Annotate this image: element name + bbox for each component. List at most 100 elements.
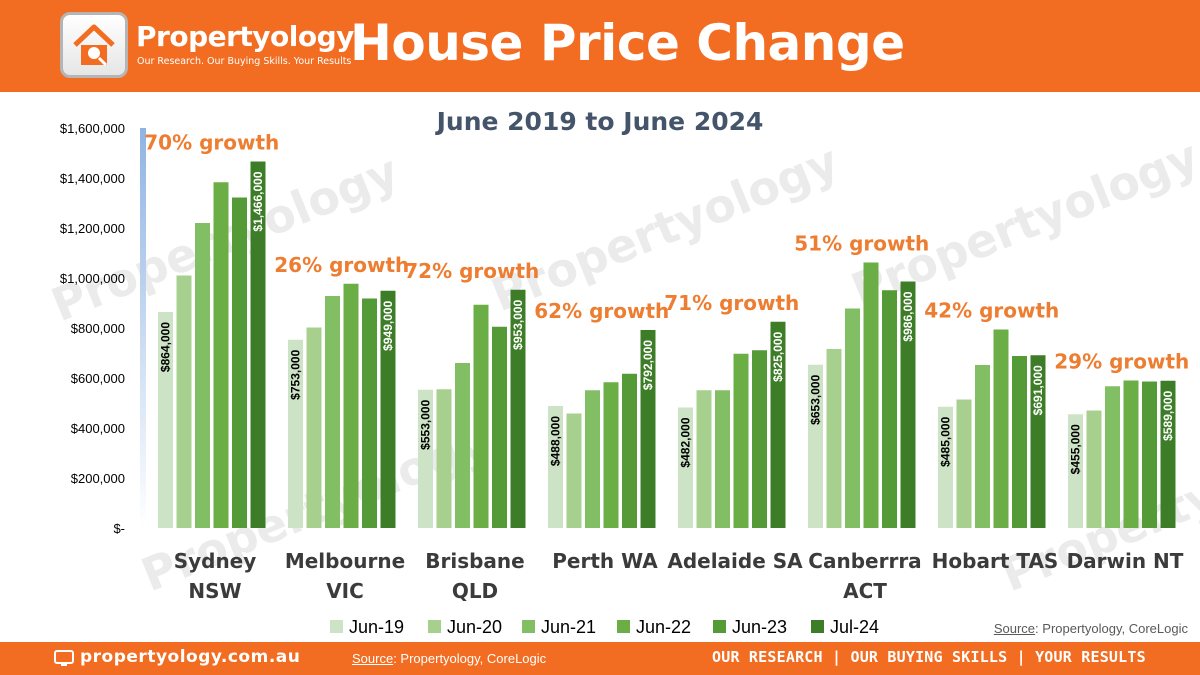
footer-banner: propertyology.com.au Source: Propertyolo…	[0, 642, 1200, 675]
legend-swatch	[522, 620, 535, 633]
legend-label: Jun-20	[447, 617, 502, 637]
value-label-last: $949,000	[381, 300, 395, 350]
bar	[678, 407, 693, 528]
legend-label: Jun-22	[636, 617, 691, 637]
bar-series	[158, 161, 1176, 528]
growth-label: 42% growth	[924, 299, 1059, 323]
bar	[845, 308, 860, 528]
y-tick-label: $200,000	[71, 471, 125, 486]
bar	[436, 389, 452, 528]
footer-source-label: Source	[352, 651, 394, 666]
category-label: NSW	[188, 579, 241, 603]
bar	[176, 275, 192, 528]
category-label: Perth WA	[552, 549, 658, 573]
bar	[195, 223, 210, 528]
legend-swatch	[713, 620, 726, 633]
footer-motto: OUR RESEARCH | OUR BUYING SKILLS | YOUR …	[712, 648, 1146, 666]
x-axis: Sydney NSW Melbourne VIC Brisbane QLD Perth WA…	[174, 549, 1184, 603]
value-label-first: $864,000	[159, 322, 173, 372]
bar	[510, 289, 526, 528]
bar	[863, 262, 879, 528]
growth-label: 51% growth	[794, 232, 929, 256]
bar	[993, 329, 1009, 528]
footer-source: Source: Propertyology, CoreLogic	[352, 651, 546, 666]
value-label-first: $653,000	[809, 374, 823, 424]
y-tick-label: $1,600,000	[60, 121, 125, 136]
bar	[715, 390, 730, 528]
category-label: Adelaide SA	[667, 549, 803, 573]
bar	[770, 321, 786, 528]
y-axis-gradient	[140, 128, 146, 528]
bar	[585, 390, 600, 528]
bar	[325, 296, 340, 528]
bar	[808, 364, 823, 528]
growth-label: 71% growth	[664, 291, 799, 315]
value-label-first: $455,000	[1069, 424, 1083, 474]
page-title: House Price Change	[350, 14, 905, 72]
source-note: Source: Propertyology, CoreLogic	[994, 621, 1188, 636]
bar	[362, 298, 377, 528]
category-label: VIC	[326, 579, 364, 603]
y-axis: $- $200,000 $400,000 $600,000 $800,000 $1,000…	[60, 121, 125, 536]
bar	[1105, 386, 1120, 528]
legend-swatch	[617, 620, 630, 633]
bar	[455, 363, 470, 528]
bar	[640, 330, 656, 528]
value-label-last: $691,000	[1031, 365, 1045, 415]
header-banner: Propertyology Our Research. Our Buying S…	[0, 0, 1200, 92]
growth-label: 72% growth	[404, 259, 539, 283]
category-label: ACT	[843, 579, 887, 603]
footer-source-text: : Propertyology, CoreLogic	[393, 651, 547, 666]
growth-label: 62% growth	[534, 299, 669, 323]
category-label: Darwin NT	[1067, 549, 1184, 573]
value-label-last: $1,466,000	[251, 171, 265, 231]
bar	[1030, 355, 1046, 528]
bar	[473, 304, 489, 528]
growth-label: 26% growth	[274, 253, 409, 277]
footer-website: propertyology.com.au	[80, 647, 301, 667]
brand-tagline: Our Research. Our Buying Skills. Your Re…	[137, 56, 352, 67]
value-label-last: $792,000	[641, 340, 655, 390]
bar	[882, 290, 897, 528]
bar	[696, 390, 712, 528]
bar	[1123, 380, 1139, 528]
category-label: Hobart TAS	[932, 549, 1059, 573]
bar	[1086, 410, 1102, 528]
bar	[380, 290, 396, 528]
bar	[213, 182, 229, 528]
value-label-first: $488,000	[549, 416, 563, 466]
price-chart: PropertyologyPropertyologyPropertyologyP…	[44, 107, 1200, 637]
legend-label: Jun-19	[349, 617, 404, 637]
bar	[938, 406, 953, 528]
legend-label: Jun-23	[732, 617, 787, 637]
legend-swatch	[330, 620, 343, 633]
value-labels: $864,000 $1,466,000 $753,000 $949,000 $553,0…	[159, 171, 1176, 474]
y-tick-label: $400,000	[71, 421, 125, 436]
bar	[548, 406, 563, 528]
bar	[566, 413, 582, 528]
bar	[1012, 356, 1027, 528]
bar	[956, 399, 972, 528]
legend: Jun-19 Jun-20 Jun-21 Jun-22 Jun-23 Jul-24	[330, 617, 879, 637]
bar	[158, 312, 173, 528]
brand-name: Propertyology	[136, 20, 354, 53]
legend-label: Jul-24	[830, 617, 879, 637]
bar	[733, 353, 749, 528]
value-label-last: $589,000	[1161, 390, 1175, 440]
watermark-text: Propertyology	[844, 129, 1200, 317]
category-label: Melbourne	[285, 549, 405, 573]
y-tick-label: $1,400,000	[60, 171, 125, 186]
value-label-first: $553,000	[419, 399, 433, 449]
growth-label: 29% growth	[1054, 350, 1189, 374]
legend-swatch	[428, 620, 441, 633]
bar	[492, 326, 507, 528]
category-label: Brisbane	[425, 549, 524, 573]
value-label-first: $482,000	[679, 417, 693, 467]
legend-label: Jun-21	[541, 617, 596, 637]
bar	[1142, 381, 1157, 528]
y-tick-label: $-	[113, 521, 125, 536]
bar	[622, 373, 637, 528]
value-label-last: $986,000	[901, 291, 915, 341]
y-tick-label: $800,000	[71, 321, 125, 336]
